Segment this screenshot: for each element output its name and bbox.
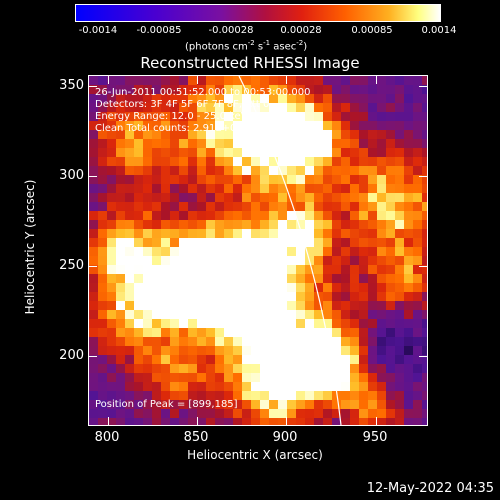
x-tick-label: 850 [183,430,209,445]
solar-limb [238,76,342,425]
colorbar-units: (photons cm-2 s-1 asec-2) [185,39,308,53]
colorbar [75,4,441,22]
colorbar-tick: -0.00085 [136,25,182,36]
info-line: Detectors: 3F 4F 5F 6F 7F 8F, Att 0 [95,99,270,110]
x-tick-label: 800 [94,430,120,445]
colorbar-tick: 0.00028 [280,25,322,36]
colorbar-tick: 0.00085 [351,25,393,36]
y-tick-label: 250 [59,258,84,273]
y-tick-label: 300 [59,168,84,183]
image-plot: 26-Jun-2011 00:51:52.000 to 00:53:00.000… [88,75,428,426]
x-tick-label: 950 [362,430,388,445]
colorbar-tick: -0.00028 [208,25,254,36]
info-line: 26-Jun-2011 00:51:52.000 to 00:53:00.000 [95,87,311,98]
info-line: Energy Range: 12.0 - 25.0 keV [95,111,248,122]
peak-position-label: Position of Peak = [899,185] [95,399,238,410]
plot-title: Reconstructed RHESSI Image [140,54,360,72]
y-tick-label: 350 [59,78,84,93]
x-tick-label: 900 [272,430,298,445]
y-tick-label: 200 [59,348,84,363]
colorbar-tick: 0.0014 [421,25,457,36]
info-line: Clean Total counts: 2.91E+03 [95,123,243,134]
y-axis-label: Heliocentric Y (arcsec) [23,179,37,315]
x-axis-label: Heliocentric X (arcsec) [187,448,323,462]
colorbar-tick: -0.0014 [78,25,118,36]
timestamp: 12-May-2022 04:35 [366,481,494,496]
